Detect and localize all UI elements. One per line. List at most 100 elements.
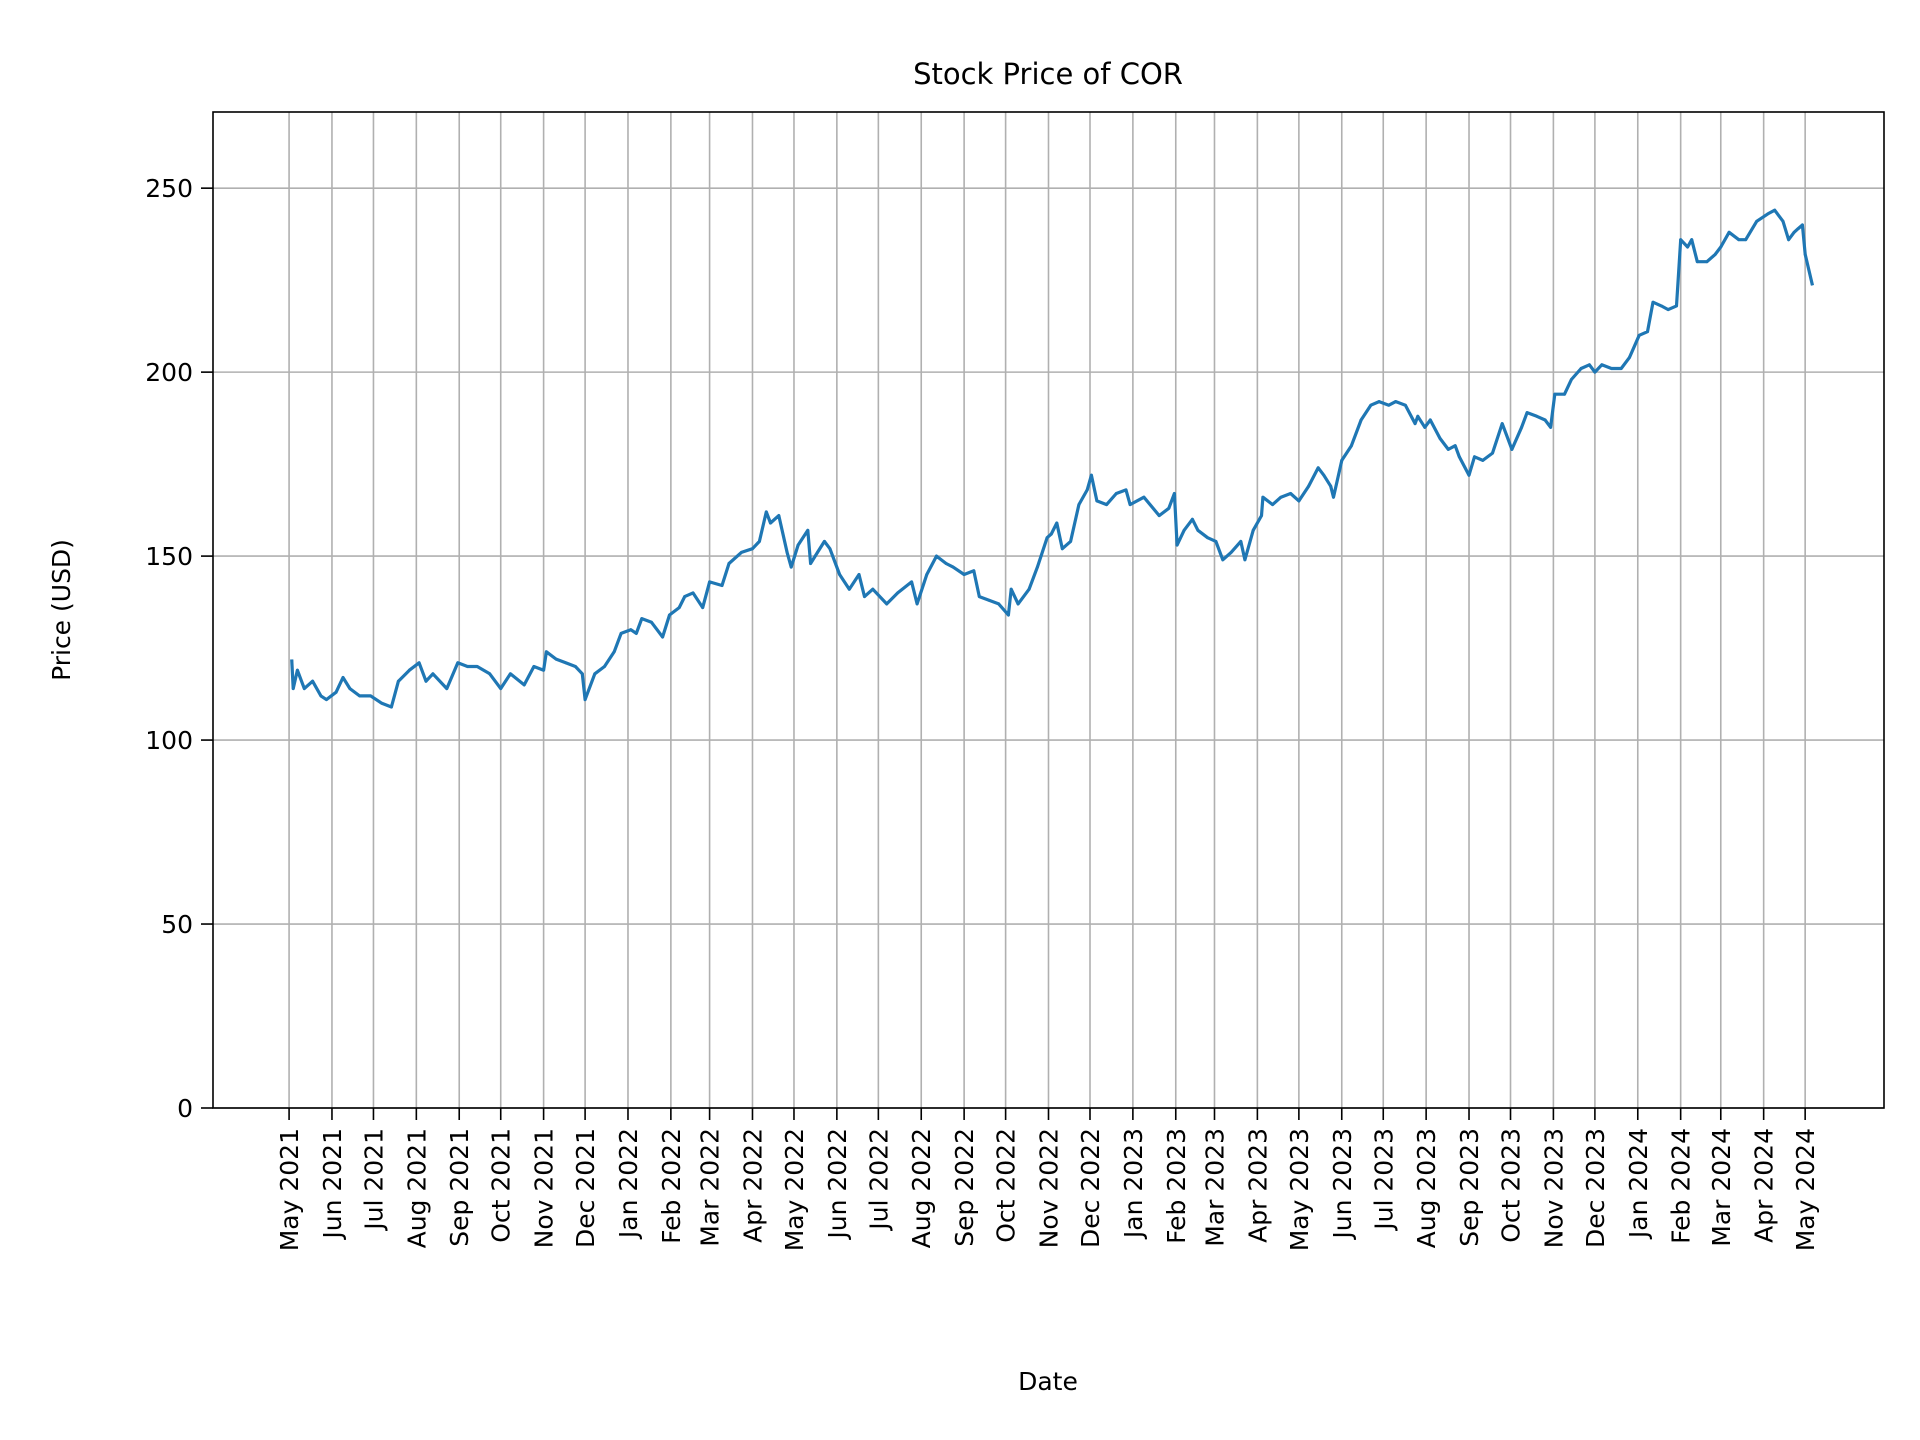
data-point bbox=[816, 551, 819, 554]
data-point bbox=[1810, 282, 1814, 286]
x-tick-label: Oct 2023 bbox=[1497, 1128, 1526, 1243]
data-point bbox=[1206, 536, 1209, 540]
x-tick-label: Feb 2022 bbox=[657, 1128, 686, 1244]
data-point bbox=[348, 687, 352, 690]
data-point bbox=[1340, 459, 1344, 462]
data-point bbox=[708, 580, 711, 584]
data-point bbox=[1377, 400, 1381, 403]
data-point bbox=[857, 573, 861, 576]
data-point bbox=[1737, 238, 1741, 242]
data-point bbox=[727, 562, 731, 565]
x-axis: May 2021 Jun 2021 Jul 2021 Aug 2021 Sep 2021… bbox=[275, 1108, 1820, 1251]
data-point bbox=[580, 672, 584, 676]
chart-title: Stock Price of COR bbox=[913, 57, 1183, 91]
data-point bbox=[1182, 528, 1186, 532]
price-line bbox=[290, 208, 1815, 709]
data-point bbox=[456, 661, 460, 665]
x-tick-label: Aug 2022 bbox=[907, 1128, 936, 1248]
data-point bbox=[1520, 425, 1523, 429]
data-point bbox=[1214, 539, 1218, 543]
data-point bbox=[1675, 304, 1678, 308]
data-point bbox=[290, 659, 294, 663]
data-point bbox=[358, 694, 362, 698]
data-point bbox=[1027, 587, 1031, 591]
data-point bbox=[554, 657, 558, 661]
data-point bbox=[1651, 300, 1655, 304]
data-point bbox=[325, 698, 328, 701]
data-point bbox=[1744, 238, 1748, 242]
data-point bbox=[944, 562, 948, 565]
data-point bbox=[1329, 484, 1333, 488]
x-tick-label: May 2021 bbox=[275, 1128, 304, 1251]
x-tick-label: Sep 2022 bbox=[950, 1128, 979, 1247]
data-point bbox=[1787, 238, 1790, 242]
data-point bbox=[1350, 444, 1353, 448]
data-point bbox=[542, 668, 546, 672]
data-point bbox=[1525, 411, 1529, 415]
data-point bbox=[751, 547, 754, 551]
data-point bbox=[1719, 245, 1723, 249]
x-tick-label: Jan 2022 bbox=[614, 1128, 643, 1240]
grid-lines bbox=[213, 112, 1884, 1109]
data-point bbox=[1006, 613, 1010, 617]
data-point bbox=[396, 679, 400, 683]
x-tick-label: Jul 2022 bbox=[864, 1128, 893, 1232]
data-point bbox=[1359, 418, 1363, 422]
data-point bbox=[885, 602, 889, 606]
y-tick-label: 0 bbox=[177, 1094, 193, 1123]
data-point bbox=[1036, 565, 1039, 569]
data-point bbox=[1045, 536, 1049, 540]
data-point bbox=[1307, 484, 1310, 488]
data-point bbox=[1637, 333, 1641, 337]
x-tick-label: Jan 2024 bbox=[1624, 1128, 1653, 1240]
x-tick-label: Nov 2022 bbox=[1035, 1128, 1064, 1248]
x-tick-label: Jan 2023 bbox=[1119, 1128, 1148, 1240]
data-point bbox=[1467, 473, 1471, 477]
data-point bbox=[764, 510, 768, 514]
data-point bbox=[1473, 455, 1476, 459]
data-point bbox=[823, 539, 826, 543]
data-point bbox=[1705, 260, 1709, 264]
x-tick-label: Jun 2021 bbox=[318, 1128, 347, 1241]
data-point bbox=[1446, 447, 1450, 451]
data-point bbox=[1569, 378, 1573, 381]
data-point bbox=[796, 543, 800, 547]
data-point bbox=[720, 584, 724, 587]
data-point bbox=[809, 562, 812, 565]
data-point bbox=[1593, 370, 1597, 374]
data-point bbox=[1713, 252, 1717, 256]
data-point bbox=[757, 539, 761, 543]
x-tick-label: Apr 2022 bbox=[738, 1128, 767, 1243]
x-tick-label: Sep 2021 bbox=[445, 1128, 474, 1247]
data-point bbox=[509, 672, 512, 676]
x-tick-label: Aug 2023 bbox=[1412, 1128, 1441, 1248]
data-point bbox=[1457, 455, 1461, 459]
x-tick-label: May 2023 bbox=[1285, 1128, 1314, 1251]
data-point bbox=[1060, 547, 1064, 551]
data-point bbox=[390, 705, 393, 709]
data-point bbox=[1600, 363, 1604, 367]
data-point bbox=[1095, 499, 1099, 503]
data-point bbox=[1128, 503, 1132, 506]
data-point bbox=[1077, 503, 1081, 506]
data-point bbox=[532, 665, 536, 668]
data-point bbox=[1610, 367, 1613, 370]
data-point bbox=[951, 565, 955, 569]
data-point bbox=[1394, 400, 1398, 403]
data-point bbox=[1563, 392, 1566, 396]
data-point bbox=[1055, 521, 1059, 525]
data-point bbox=[691, 591, 695, 595]
data-point bbox=[1289, 492, 1292, 495]
data-point bbox=[962, 573, 966, 576]
data-point bbox=[1175, 543, 1179, 547]
data-point bbox=[1124, 488, 1128, 492]
data-point bbox=[1009, 587, 1013, 591]
data-point bbox=[1416, 414, 1420, 418]
y-axis: 0 50 100 150 200 250 bbox=[145, 174, 213, 1123]
data-point bbox=[488, 672, 492, 676]
x-tick-label: Nov 2023 bbox=[1539, 1128, 1568, 1248]
data-point bbox=[1271, 503, 1274, 506]
data-point bbox=[583, 698, 587, 701]
x-tick-label: Jul 2021 bbox=[359, 1128, 388, 1232]
